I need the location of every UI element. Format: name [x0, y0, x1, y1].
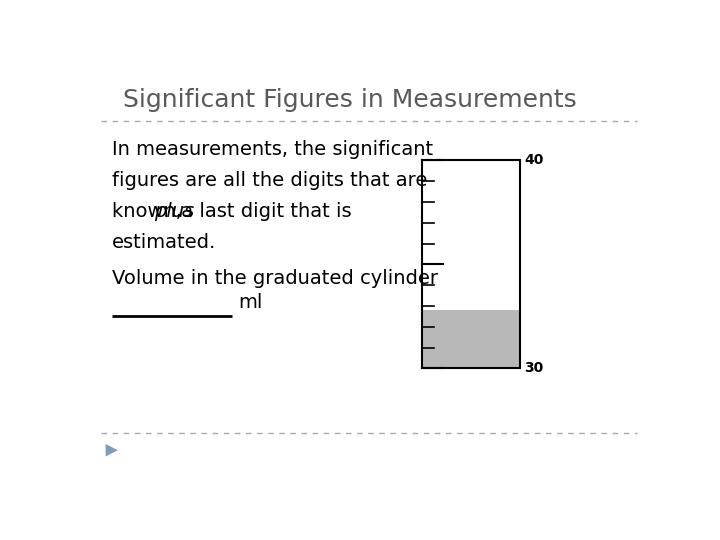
Text: In measurements, the significant: In measurements, the significant [112, 140, 433, 159]
Text: plus: plus [154, 202, 194, 221]
Text: figures are all the digits that are: figures are all the digits that are [112, 171, 428, 190]
Text: Significant Figures in Measurements: Significant Figures in Measurements [124, 87, 577, 112]
Polygon shape [106, 444, 118, 456]
Text: ml: ml [238, 293, 262, 312]
Text: known,: known, [112, 202, 189, 221]
Text: 40: 40 [524, 153, 544, 167]
Text: a last digit that is: a last digit that is [176, 202, 352, 221]
Text: Volume in the graduated cylinder: Volume in the graduated cylinder [112, 268, 438, 287]
Text: 30: 30 [524, 361, 544, 375]
Bar [422, 160, 520, 368]
Text: estimated.: estimated. [112, 233, 217, 252]
Bar [422, 310, 520, 368]
